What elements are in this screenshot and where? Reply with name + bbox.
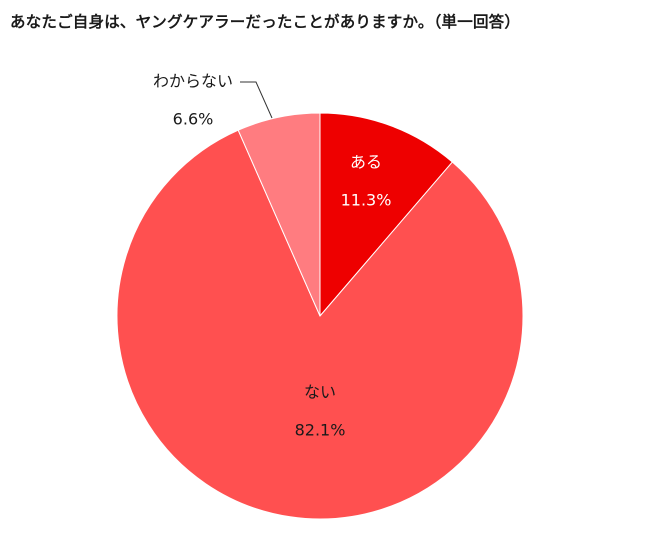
slice-labels: ある 11.3% ない 82.1% わからない 6.6%	[153, 72, 391, 440]
slice-value-2: 6.6%	[173, 110, 214, 129]
slice-value-0: 11.3%	[341, 191, 392, 210]
slice-value-1: 82.1%	[295, 421, 346, 440]
slice-label-0: ある	[350, 153, 382, 172]
slice-label-2: わからない	[153, 72, 233, 91]
leader-line-2	[240, 81, 273, 119]
pie-slices	[116, 112, 524, 520]
pie-slice-1	[116, 129, 524, 520]
pie-slice-0	[319, 112, 454, 318]
slice-label-1: ない	[304, 383, 336, 402]
chart-title: あなたご自身は、ヤングケアラーだったことがありますか。（単一回答）	[10, 13, 521, 31]
pie-slice-2	[237, 112, 321, 317]
leader-lines	[240, 81, 273, 119]
